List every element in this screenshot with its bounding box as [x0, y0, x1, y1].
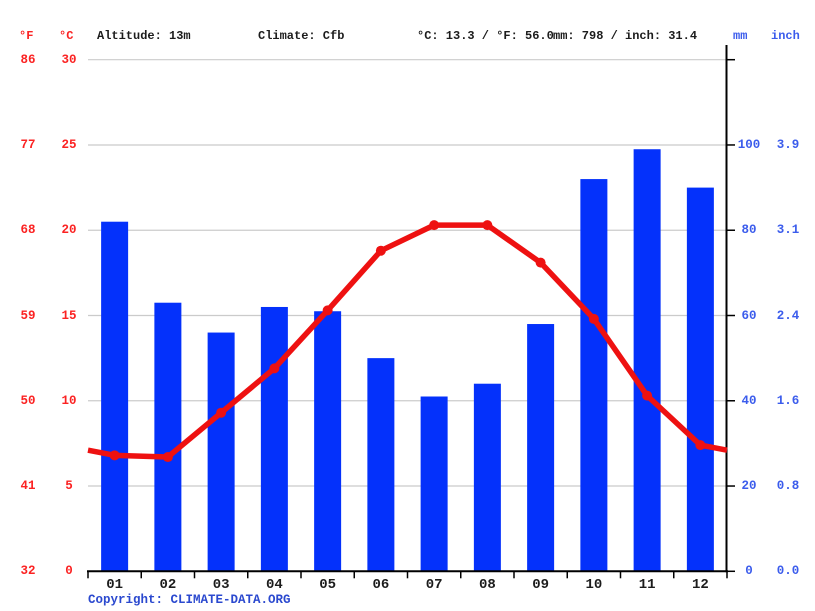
temperature-point — [695, 440, 706, 451]
month-label: 10 — [585, 577, 603, 593]
temperature-point — [588, 313, 599, 324]
climate-classification-label: Climate: Cfb — [258, 29, 345, 43]
precipitation-bar — [101, 221, 129, 572]
temperature-point — [216, 407, 227, 418]
temperature-point — [269, 363, 280, 374]
fahrenheit-tick-label: 86 — [20, 52, 36, 67]
inch-tick-label: 3.9 — [776, 137, 800, 152]
precipitation-bar — [580, 179, 608, 572]
month-label: 05 — [319, 577, 337, 593]
copyright: Copyright: CLIMATE-DATA.ORG — [88, 593, 291, 607]
temperature-point — [109, 450, 120, 461]
month-label: 03 — [212, 577, 230, 593]
temperature-point — [322, 305, 333, 316]
celsius-tick-label: 10 — [61, 393, 77, 408]
mm-tick-label: 40 — [741, 393, 757, 408]
temperature-point — [162, 452, 173, 463]
fahrenheit-tick-label: 68 — [20, 222, 36, 237]
celsius-tick-label: 15 — [61, 308, 77, 323]
month-label: 06 — [372, 577, 390, 593]
inch-tick-label: 3.1 — [776, 222, 800, 237]
mm-tick-label: 100 — [737, 137, 761, 152]
mm-tick-label: 20 — [741, 478, 757, 493]
month-label: 02 — [159, 577, 177, 593]
temperature-point — [375, 245, 386, 256]
precipitation-bar — [633, 149, 661, 572]
copyright-link[interactable]: CLIMATE-DATA.ORG — [170, 593, 291, 607]
inch-tick-label: 0.8 — [776, 478, 800, 493]
celsius-tick-label: 5 — [65, 478, 73, 493]
month-label: 08 — [478, 577, 496, 593]
temperature-line — [87, 222, 728, 460]
month-label: 04 — [265, 577, 283, 593]
precipitation-bar — [207, 332, 235, 572]
fahrenheit-tick-label: 77 — [20, 137, 36, 152]
temperature-point — [642, 390, 653, 401]
celsius-tick-label: 30 — [61, 52, 77, 67]
temperature-point — [429, 220, 440, 231]
inch-tick-label: 0.0 — [776, 564, 800, 579]
copyright-prefix: Copyright: — [88, 593, 171, 607]
mm-tick-label: 0 — [745, 564, 753, 579]
month-label: 11 — [638, 577, 656, 593]
mm-tick-label: 60 — [741, 308, 757, 323]
precipitation-bar — [260, 306, 288, 572]
annual-precipitation-label: mm: 798 / inch: 31.4 — [553, 29, 698, 43]
celsius-tick-label: 0 — [65, 564, 73, 579]
precipitation-bar — [367, 358, 395, 572]
precipitation-bar — [420, 396, 448, 572]
inch-tick-label: 1.6 — [776, 393, 800, 408]
altitude-label: Altitude: 13m — [97, 29, 191, 43]
fahrenheit-unit-label: °F — [19, 29, 34, 43]
celsius-unit-label: °C — [59, 29, 74, 43]
month-label: 12 — [691, 577, 709, 593]
fahrenheit-tick-label: 50 — [20, 393, 36, 408]
fahrenheit-tick-label: 41 — [20, 478, 36, 493]
precipitation-bar — [154, 302, 182, 572]
mm-tick-label: 80 — [741, 222, 757, 237]
precipitation-bar — [686, 187, 714, 572]
avg-temperature-label: °C: 13.3 / °F: 56.0 — [417, 29, 554, 43]
temperature-point — [535, 257, 546, 268]
inch-tick-label: 2.4 — [776, 308, 800, 323]
celsius-tick-label: 20 — [61, 222, 77, 237]
fahrenheit-tick-label: 32 — [20, 564, 36, 579]
celsius-tick-label: 25 — [61, 137, 77, 152]
inch-unit-label: inch — [771, 29, 800, 43]
precipitation-bar — [473, 383, 501, 572]
precipitation-bar — [314, 311, 342, 572]
month-label: 01 — [106, 577, 124, 593]
fahrenheit-tick-label: 59 — [20, 308, 36, 323]
month-label: 09 — [532, 577, 550, 593]
mm-unit-label: mm — [733, 29, 748, 43]
month-label: 07 — [425, 577, 443, 593]
temperature-point — [482, 220, 493, 231]
precipitation-bar — [527, 324, 555, 572]
